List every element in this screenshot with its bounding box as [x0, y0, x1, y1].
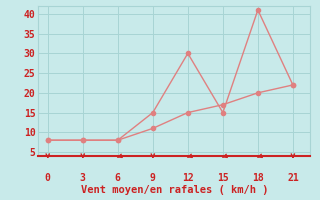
X-axis label: Vent moyen/en rafales ( km/h ): Vent moyen/en rafales ( km/h ): [81, 185, 268, 195]
